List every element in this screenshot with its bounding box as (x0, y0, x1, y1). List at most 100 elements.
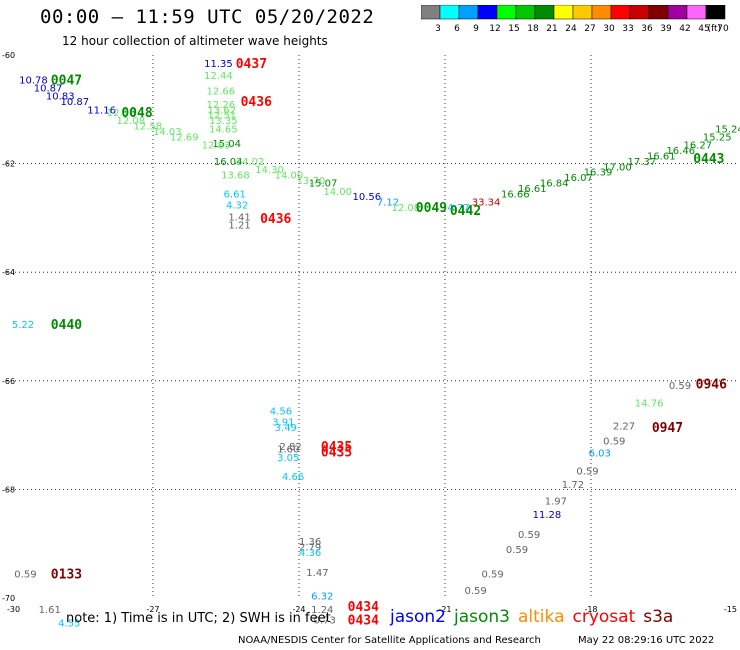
x-tick-label: -18 (584, 605, 597, 614)
wave-height-value: 1.24 (311, 605, 333, 616)
wave-height-value: 2.27 (613, 421, 635, 432)
colorbar-tick-label: 36 (641, 24, 653, 34)
wave-height-value: 15.25 (703, 132, 732, 143)
generated-timestamp: May 22 08:29:16 UTC 2022 (578, 635, 715, 646)
x-tick-label: -24 (292, 605, 305, 614)
track-time-label: 0947 (652, 421, 683, 436)
track-time-label: 0436 (241, 95, 272, 110)
track-time-label: 0435 (321, 445, 352, 460)
color-scale-legend: 3 6 9 12 15 18 21 24 27 30 33 36 39 42 45 70(ft) (421, 5, 729, 34)
colorbar-tick-label: 42 (679, 24, 690, 34)
y-tick-label: -70 (2, 594, 15, 603)
wave-height-value: 16.39 (584, 168, 613, 179)
colorbar-tick-label: 30 (603, 24, 615, 34)
colorbar-tick-label: 45 (698, 24, 709, 34)
wave-height-value: 11.28 (533, 510, 562, 521)
wave-height-value: 11.16 (87, 105, 116, 116)
wave-height-value: 1.72 (562, 480, 584, 491)
wave-height-value: 13.68 (221, 170, 250, 181)
wave-height-value: 0.59 (464, 586, 486, 597)
wave-height-value: 7.12 (377, 198, 399, 209)
wave-height-value: 1.60 (277, 445, 299, 456)
wave-height-value: 16.66 (501, 189, 530, 200)
colorbar-tick-label: 9 (473, 24, 479, 34)
wave-height-value: 10.83 (46, 92, 75, 103)
wave-height-value: 15.04 (212, 139, 241, 150)
wave-height-value: 14.00 (275, 170, 304, 181)
x-tick-label: -15 (724, 605, 737, 614)
wave-height-value: 0.59 (14, 570, 36, 581)
wave-height-value: 12.08 (117, 116, 146, 127)
satellite-legend: jason2 jason3 altika cryosat s3a (390, 607, 681, 627)
wave-height-value: 15.07 (309, 179, 338, 190)
legend-entry-cryosat: cryosat (572, 607, 636, 627)
wave-height-value: 4.66 (282, 472, 304, 483)
wave-height-value: 12.66 (207, 86, 236, 97)
wave-height-value: 0.59 (518, 530, 540, 541)
wave-height-value: 12.58 (134, 122, 163, 133)
wave-height-value: 4.55 (58, 618, 80, 629)
wave-height-value: 12.69 (170, 132, 199, 143)
track-time-label: 0436 (260, 212, 291, 227)
wave-height-value: 14.65 (209, 124, 238, 135)
wave-height-value: 5.22 (12, 320, 34, 331)
wave-height-value: 16.84 (540, 179, 569, 190)
wave-height-value: 6.61 (224, 189, 246, 200)
wave-height-value: 11.35 (204, 59, 233, 70)
wave-height-value: 0.59 (482, 570, 504, 581)
wave-height-value: 1.21 (228, 220, 250, 231)
wave-height-value: 6.32 (311, 591, 333, 602)
wave-height-value: 16.07 (564, 173, 593, 184)
colorbar-tick-label: 33 (622, 24, 633, 34)
wave-height-value: 14.30 (255, 165, 284, 176)
wave-height-value: 17.00 (603, 162, 632, 173)
wave-height-value: 33.34 (472, 198, 501, 209)
wave-height-value: 16.61 (647, 151, 676, 162)
track-time-label: 0440 (51, 318, 82, 333)
wave-height-value: 1.61 (39, 605, 61, 616)
wave-height-value: 1.41 (228, 212, 250, 223)
track-time-label: 0049 (416, 201, 447, 216)
wave-height-value: 4.56 (270, 407, 292, 418)
colorbar-tick-label: 70 (717, 24, 729, 34)
wave-height-value: 10.87 (61, 97, 90, 108)
wave-height-value: 4.77 (447, 203, 469, 214)
wave-height-value: 3.91 (272, 418, 294, 429)
track-time-label: 0443 (693, 152, 724, 167)
wave-height-value: 13.35 (209, 116, 238, 127)
footer-note: note: 1) Time is in UTC; 2) SWH is in fe… (66, 611, 331, 626)
wave-height-value: 12.83 (202, 141, 231, 152)
legend-entry-jason2: jason2 (390, 607, 446, 627)
wave-height-value: 0.59 (576, 466, 598, 477)
track-time-label: 0434 (348, 614, 379, 629)
y-tick-label: -60 (2, 51, 15, 60)
wave-height-value: 16.61 (518, 184, 547, 195)
y-tick-label: -68 (2, 485, 15, 494)
wave-height-value: 15.24 (715, 124, 740, 135)
wave-height-value: 0.59 (506, 545, 528, 556)
legend-entry-s3a: s3a (643, 607, 674, 627)
wave-height-value: 14.02 (236, 157, 265, 168)
wave-height-value: 14.76 (635, 399, 664, 410)
wave-height-value: 12.26 (207, 100, 236, 111)
wave-height-value: 12.08 (391, 203, 420, 214)
legend-entry-jason3: jason3 (454, 607, 510, 627)
wave-height-value: 1.97 (545, 496, 567, 507)
wave-height-value: 10.56 (353, 192, 382, 203)
y-tick-label: -66 (2, 377, 15, 386)
y-tick-label: -62 (2, 160, 15, 169)
wave-height-value: 16.46 (666, 146, 695, 157)
colorbar-swatch (705, 5, 726, 20)
wave-height-value: 12.44 (204, 71, 233, 82)
track-time-label: 0437 (236, 57, 267, 72)
y-tick-label: -64 (2, 268, 15, 277)
colorbar-tick-label: 24 (565, 24, 577, 34)
wave-height-value: 1.36 (299, 537, 321, 548)
colorbar-tick-label: 18 (527, 24, 539, 34)
track-time-label: 0133 (51, 568, 82, 583)
chart-title: 00:00 — 11:59 UTC 05/20/2022 (40, 6, 375, 28)
colorbar-unit: (ft) (707, 24, 721, 34)
colorbar-tick-label: 21 (546, 24, 557, 34)
wave-height-value: 1.47 (306, 568, 328, 579)
